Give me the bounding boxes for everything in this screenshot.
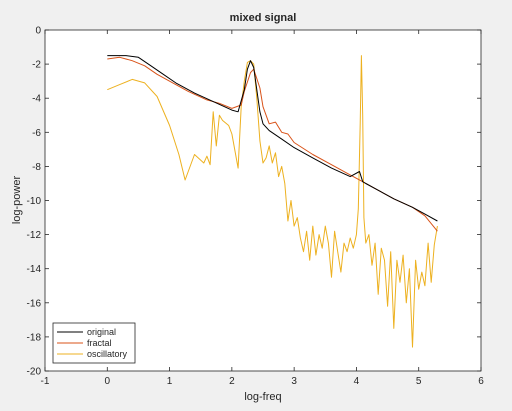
y-tick-label: 0 [35, 26, 41, 37]
x-tick-label: 0 [105, 376, 111, 387]
x-tick-label: 2 [229, 376, 235, 387]
y-axis: -20-18-16-14-12-10-8-6-4-20 [27, 26, 481, 378]
y-tick-label: -10 [27, 196, 42, 207]
y-tick-label: -6 [32, 128, 41, 139]
x-tick-label: 1 [167, 376, 173, 387]
x-tick-label: 5 [416, 376, 422, 387]
series-line-oscillatory [107, 55, 438, 348]
series-layer [107, 55, 438, 348]
y-tick-label: -16 [27, 298, 42, 309]
series-line-original [107, 55, 438, 222]
y-axis-label: log-power [11, 176, 23, 225]
x-axis: -1 0 1 2 3 4 5 6 [41, 30, 484, 387]
y-tick-label: -20 [27, 367, 42, 378]
y-tick-label: -14 [27, 264, 42, 275]
x-tick-label: 3 [291, 376, 297, 387]
x-tick-label: 6 [478, 376, 484, 387]
x-axis-label: log-freq [244, 391, 281, 403]
y-tick-label: -12 [27, 230, 42, 241]
x-tick-label: -1 [41, 376, 50, 387]
y-tick-label: -18 [27, 332, 42, 343]
y-tick-label: -8 [32, 162, 41, 173]
y-tick-label: -2 [32, 60, 41, 71]
plot-area [45, 30, 481, 371]
x-tick-label: 4 [354, 376, 360, 387]
legend-label-oscillatory: oscillatory [87, 349, 128, 359]
legend-label-fractal: fractal [87, 338, 112, 348]
legend-label-original: original [87, 327, 116, 337]
chart-title: mixed signal [230, 12, 297, 24]
y-tick-label: -4 [32, 94, 41, 105]
